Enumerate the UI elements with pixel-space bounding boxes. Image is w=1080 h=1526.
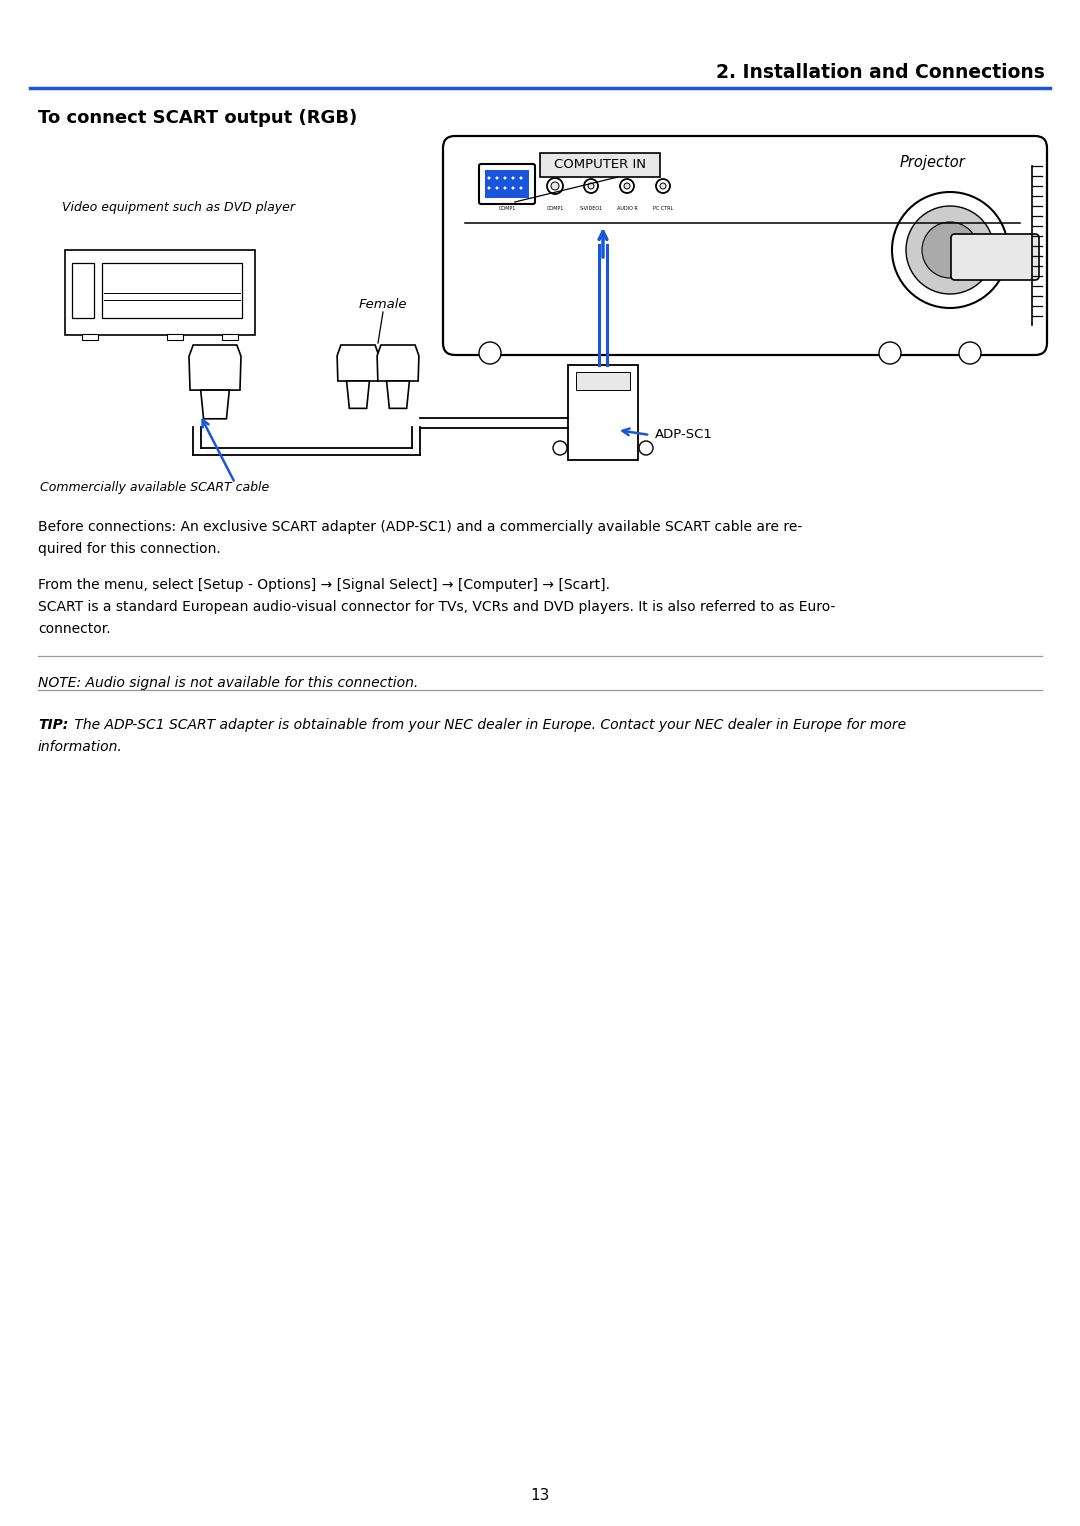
Text: Before connections: An exclusive SCART adapter (ADP-SC1) and a commercially avai: Before connections: An exclusive SCART a… bbox=[38, 520, 802, 534]
FancyBboxPatch shape bbox=[485, 169, 529, 198]
FancyBboxPatch shape bbox=[568, 365, 638, 459]
Circle shape bbox=[512, 186, 514, 189]
Circle shape bbox=[620, 179, 634, 192]
Polygon shape bbox=[377, 345, 419, 382]
Text: NOTE: Audio signal is not available for this connection.: NOTE: Audio signal is not available for … bbox=[38, 676, 418, 690]
Circle shape bbox=[588, 183, 594, 189]
Circle shape bbox=[879, 342, 901, 365]
Polygon shape bbox=[347, 382, 369, 409]
FancyBboxPatch shape bbox=[102, 262, 242, 317]
FancyBboxPatch shape bbox=[167, 334, 183, 340]
Circle shape bbox=[624, 183, 630, 189]
Circle shape bbox=[487, 177, 490, 180]
Circle shape bbox=[892, 192, 1008, 308]
Circle shape bbox=[546, 179, 563, 194]
Text: TIP:: TIP: bbox=[38, 719, 68, 732]
Text: information.: information. bbox=[38, 740, 123, 754]
FancyBboxPatch shape bbox=[222, 334, 238, 340]
Circle shape bbox=[496, 177, 499, 180]
Circle shape bbox=[639, 441, 653, 455]
Text: quired for this connection.: quired for this connection. bbox=[38, 542, 220, 555]
Circle shape bbox=[487, 186, 490, 189]
FancyBboxPatch shape bbox=[65, 250, 255, 336]
Text: To connect SCART output (RGB): To connect SCART output (RGB) bbox=[38, 108, 357, 127]
Circle shape bbox=[503, 186, 507, 189]
Text: ADP-SC1: ADP-SC1 bbox=[654, 429, 713, 441]
Text: COMP1: COMP1 bbox=[546, 206, 564, 211]
Circle shape bbox=[584, 179, 598, 192]
FancyBboxPatch shape bbox=[540, 153, 660, 177]
Polygon shape bbox=[189, 345, 241, 391]
FancyBboxPatch shape bbox=[72, 262, 94, 317]
Circle shape bbox=[553, 441, 567, 455]
Text: Projector: Projector bbox=[900, 156, 966, 171]
Circle shape bbox=[480, 342, 501, 365]
Circle shape bbox=[660, 183, 666, 189]
Text: S-VIDEO1: S-VIDEO1 bbox=[579, 206, 603, 211]
Circle shape bbox=[959, 342, 981, 365]
Circle shape bbox=[519, 177, 523, 180]
Text: 13: 13 bbox=[530, 1488, 550, 1503]
Circle shape bbox=[519, 186, 523, 189]
FancyBboxPatch shape bbox=[951, 233, 1039, 279]
Circle shape bbox=[906, 206, 994, 295]
Text: SCART is a standard European audio-visual connector for TVs, VCRs and DVD player: SCART is a standard European audio-visua… bbox=[38, 600, 835, 613]
Text: The ADP-SC1 SCART adapter is obtainable from your NEC dealer in Europe. Contact : The ADP-SC1 SCART adapter is obtainable … bbox=[70, 719, 906, 732]
FancyBboxPatch shape bbox=[82, 334, 98, 340]
FancyBboxPatch shape bbox=[480, 163, 535, 204]
Text: connector.: connector. bbox=[38, 623, 110, 636]
Text: COMPUTER IN: COMPUTER IN bbox=[554, 159, 646, 171]
Text: Female: Female bbox=[359, 299, 407, 311]
Text: Commercially available SCART cable: Commercially available SCART cable bbox=[40, 482, 269, 494]
Text: PC CTRL: PC CTRL bbox=[653, 206, 673, 211]
Text: 2. Installation and Connections: 2. Installation and Connections bbox=[716, 63, 1045, 81]
Polygon shape bbox=[387, 382, 409, 409]
FancyBboxPatch shape bbox=[576, 372, 630, 391]
Text: Video equipment such as DVD player: Video equipment such as DVD player bbox=[62, 200, 295, 214]
Circle shape bbox=[551, 182, 559, 191]
Polygon shape bbox=[337, 345, 379, 382]
Polygon shape bbox=[201, 391, 229, 418]
Circle shape bbox=[503, 177, 507, 180]
Text: From the menu, select [Setup - Options] → [Signal Select] → [Computer] → [Scart]: From the menu, select [Setup - Options] … bbox=[38, 578, 610, 592]
Circle shape bbox=[496, 186, 499, 189]
FancyBboxPatch shape bbox=[443, 136, 1047, 356]
Circle shape bbox=[656, 179, 670, 192]
Text: AUDIO R: AUDIO R bbox=[617, 206, 637, 211]
Circle shape bbox=[922, 221, 978, 278]
Circle shape bbox=[512, 177, 514, 180]
Text: COMP1: COMP1 bbox=[498, 206, 515, 211]
